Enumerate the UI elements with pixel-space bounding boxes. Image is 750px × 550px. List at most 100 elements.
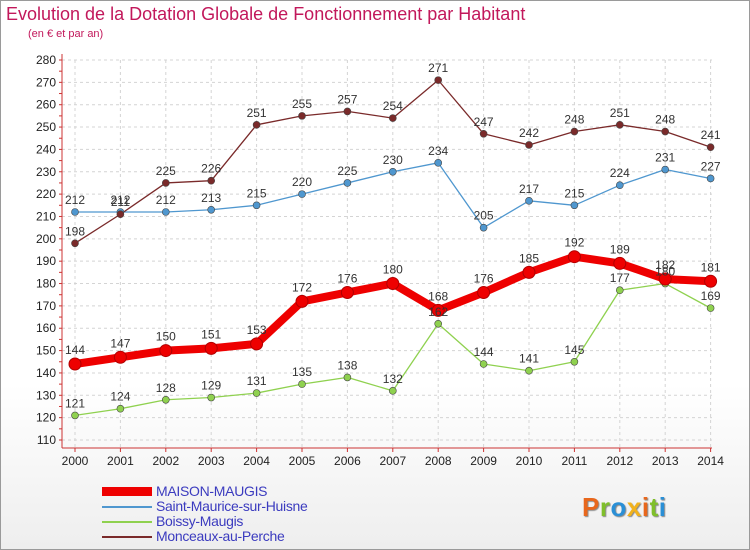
data-label: 227 <box>701 159 721 173</box>
data-point <box>386 277 400 291</box>
data-label: 176 <box>474 271 494 285</box>
data-point <box>340 285 354 299</box>
data-point <box>388 387 397 395</box>
data-point <box>204 341 218 355</box>
data-point <box>343 179 352 187</box>
legend-label: Saint-Maurice-sur-Huisne <box>156 498 308 514</box>
y-tick-label: 110 <box>37 433 56 447</box>
data-label: 213 <box>201 191 221 205</box>
data-label: 151 <box>201 327 221 341</box>
data-point <box>658 272 672 286</box>
legend-label: Boissy-Maugis <box>156 513 244 529</box>
legend-swatch <box>102 506 152 508</box>
chart-title: Evolution de la Dotation Globale de Fonc… <box>6 4 526 24</box>
data-point <box>343 107 352 116</box>
data-point <box>116 404 125 413</box>
data-point <box>434 159 443 167</box>
x-tick-label: 2010 <box>516 454 543 468</box>
data-point <box>615 121 624 129</box>
data-point <box>388 114 397 122</box>
data-point <box>479 360 488 368</box>
data-point <box>615 286 624 295</box>
data-label: 131 <box>247 374 267 388</box>
data-label: 181 <box>701 260 721 274</box>
data-point <box>661 165 670 174</box>
data-label: 248 <box>564 113 584 127</box>
data-label: 251 <box>610 106 630 120</box>
data-label: 254 <box>383 99 403 113</box>
data-point <box>613 256 627 270</box>
x-tick-labels: 2000 2001 2002 2003 2004 2005 2006 2007 2008 2009… <box>62 454 725 468</box>
x-tick-label: 2003 <box>198 454 225 468</box>
data-label: 180 <box>383 263 403 277</box>
y-tick-label: 160 <box>36 321 56 335</box>
data-point <box>570 201 579 210</box>
y-tick-label: 180 <box>36 277 56 291</box>
x-tick-label: 2014 <box>697 454 724 468</box>
y-tick-label: 240 <box>36 142 56 156</box>
data-point <box>477 285 491 299</box>
data-label: 241 <box>701 128 721 142</box>
data-point <box>252 201 261 210</box>
data-label: 192 <box>564 236 584 250</box>
proxiti-logo: Proxiti <box>582 492 667 522</box>
y-tick-label: 150 <box>36 344 56 358</box>
x-tick-label: 2011 <box>561 454 587 468</box>
data-point <box>343 373 352 382</box>
data-point <box>298 380 306 388</box>
legend-item-saint-maurice: Saint-Maurice-sur-Huisne <box>102 498 362 514</box>
x-tick-label: 2008 <box>425 454 452 468</box>
data-point <box>162 179 170 187</box>
x-tick-label: 2012 <box>606 454 633 468</box>
data-label: 162 <box>428 305 448 319</box>
data-point <box>661 127 670 136</box>
legend-swatch <box>102 536 152 538</box>
data-point <box>706 174 715 183</box>
data-label: 242 <box>519 126 539 140</box>
data-label: 211 <box>111 195 130 209</box>
legend-label: Monceaux-au-Perche <box>156 528 285 544</box>
y-tick-label: 120 <box>36 411 56 425</box>
y-tick-label: 130 <box>36 388 56 402</box>
data-point <box>159 344 173 358</box>
data-point <box>207 205 215 214</box>
data-label: 189 <box>610 242 630 256</box>
data-label: 248 <box>655 113 675 127</box>
data-label: 226 <box>201 162 221 176</box>
data-label: 224 <box>610 166 630 180</box>
data-label: 247 <box>474 115 494 129</box>
data-label: 185 <box>519 251 539 265</box>
data-point <box>479 223 488 232</box>
y-tick-label: 250 <box>36 120 56 134</box>
gridlines <box>62 59 712 448</box>
data-label: 129 <box>201 379 221 393</box>
x-tick-label: 2001 <box>107 454 134 468</box>
data-label: 225 <box>337 164 357 178</box>
data-label: 182 <box>655 258 675 272</box>
y-tick-label: 190 <box>36 254 56 268</box>
data-label: 138 <box>337 358 357 372</box>
x-tick-label: 2000 <box>62 454 89 468</box>
data-point <box>525 366 533 375</box>
legend-item-maison-maugis: MAISON-MAUGIS <box>102 483 362 499</box>
data-point <box>71 411 79 420</box>
data-point <box>525 141 533 149</box>
data-label: 205 <box>474 209 494 223</box>
data-point <box>298 190 306 198</box>
data-point <box>567 250 581 264</box>
data-label: 212 <box>156 193 176 207</box>
data-point <box>706 304 715 312</box>
data-label: 180 <box>655 265 675 279</box>
data-point <box>522 265 536 279</box>
data-label: 121 <box>65 396 85 410</box>
data-label: 255 <box>292 97 312 111</box>
y-tick-label: 230 <box>36 165 56 179</box>
data-point <box>479 129 488 138</box>
data-point <box>706 143 715 151</box>
data-point <box>525 197 533 205</box>
data-label: 135 <box>292 365 312 379</box>
data-point <box>113 350 127 364</box>
data-label: 231 <box>655 151 675 165</box>
